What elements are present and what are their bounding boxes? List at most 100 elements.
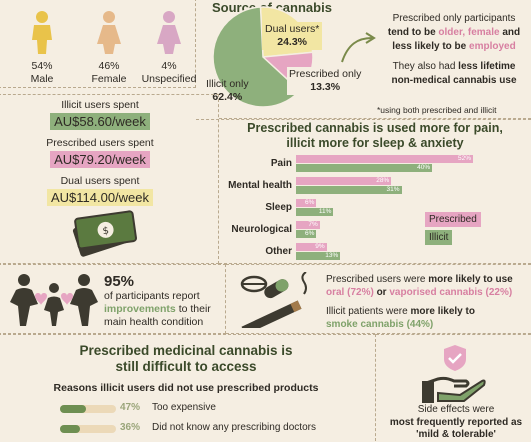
route-line2: oral (72%) or vaporised cannabis (22%) [326,286,513,299]
side-effects-text: Side effects were most frequently report… [380,404,531,442]
note-line2b: older, female [438,27,500,38]
side-effects-line2: most frequently reported as [389,416,523,428]
bar-value-label: 31% [386,186,400,193]
note-line1: Prescribed only participants [392,13,516,24]
chart-title-line1: Prescribed cannabis is used more for pai… [247,121,503,135]
chart-title-line2: illicit more for sleep & anxiety [286,136,464,150]
improve-line2b: to their [175,303,211,315]
improve-text: 95% of participants report improvements … [104,273,211,329]
spend-label: Illicit users spent [61,99,139,111]
spend-amount-pill: AU$58.60/week [0,113,200,131]
improve-line2: improvements to their [104,303,211,316]
demographic-pct: 46% [98,60,120,72]
slice-label-prescribed: Prescribed only 13.3% [287,67,364,95]
bar-value-label: 13% [325,252,339,259]
money-icon: $ [72,210,137,257]
demographic-label: Unspecified [141,73,197,85]
pills-cigarette-icon [240,272,307,328]
source-footnote: *using both prescribed and illicit [377,105,497,115]
route-line1b: more likely to use [428,274,513,285]
reason-bar-track [60,425,116,433]
bar-value-label: 7% [308,221,318,228]
slice-prescribed-pct: 13.3% [310,81,341,93]
reason-pct: 47% [120,402,141,413]
note-line4a: They also had [392,61,459,72]
demographic-label: Female [91,73,127,85]
reason-bar-track [60,405,116,413]
side-effects-line3: 'mild & tolerable' [416,429,496,440]
spend-amount-pill: AU$79.20/week [0,151,200,169]
bar-prescribed [296,177,392,185]
spend-amount-pill: AU$114.00/week [0,189,200,207]
pie-slice [212,6,301,108]
route-line3b: more likely to [410,306,475,317]
note-line4: They also had less lifetime [384,60,524,74]
improve-panel [0,264,226,334]
access-subtitle: Reasons illicit users did not use prescr… [53,382,319,394]
note-line2a: tend to be [387,27,439,38]
spend-amount: AU$114.00/week [46,189,154,206]
bar-category-label: Sleep [265,202,292,213]
access-title: Prescribed medicinal cannabis is still d… [0,343,372,375]
chart-panel [219,118,531,264]
bar-value-label: 6% [305,199,315,206]
bar-prescribed [296,221,320,229]
svg-text:$: $ [102,225,110,237]
source-note: Prescribed only participants tend to be … [384,12,524,88]
person-icon [157,11,181,54]
bar-value-label: 40% [417,164,431,171]
route-line3: Illicit patients were more likely to [326,305,513,318]
route-panel [226,264,531,334]
hand-shield-icon [422,345,486,403]
note-line5: non-medical cannabis use [391,75,517,86]
route-line4: smoke cannabis (44%) [326,319,434,330]
reason-bar-fill [60,425,81,433]
slice-label-dual: Dual users* 24.3% [262,22,323,50]
bar-value-label: 11% [318,208,332,215]
spend-label: Prescribed users spent [46,137,154,149]
improve-line3: main health condition [104,316,204,328]
note-line4b: less lifetime [458,61,516,72]
demographic-pct: 4% [161,60,177,72]
bar-value-label: 52% [457,155,471,162]
route-line2b: or [373,287,390,298]
route-line1a: Prescribed users were [326,274,429,285]
reason-label: Too expensive [152,402,216,413]
access-panel [0,334,376,442]
bar-prescribed [296,243,327,251]
improve-line2a: improvements [104,303,176,315]
slice-dual-pct: 24.3% [277,36,308,48]
bar-category-label: Other [265,246,292,257]
person-icon [32,11,52,54]
bar-illicit [296,252,341,260]
note-line3b: employed [469,41,516,52]
note-line3: less likely to be employed [384,40,524,54]
demographic-pct: 54% [31,60,53,72]
slice-label-illicit: Illicit only 62.4% [206,78,249,104]
route-line1: Prescribed users were more likely to use [326,273,513,286]
slice-illicit-pct: 62.4% [212,91,243,103]
side-effects-panel [376,334,531,442]
demographic-label: Male [30,73,54,85]
bar-illicit [296,230,317,238]
bar-value-label: 6% [305,230,315,237]
route-line2c: vaporised cannabis (22%) [389,287,513,298]
spend-amount: AU$58.60/week [50,113,150,130]
demographics-panel [0,0,196,88]
bar-prescribed [296,199,317,207]
spend-label: Dual users spent [60,175,140,187]
bar-category-label: Mental health [228,180,292,191]
spend-panel [0,94,219,264]
slice-prescribed-label: Prescribed only [289,68,362,80]
note-line2c: and [499,27,521,38]
reason-bar-fill [60,405,87,413]
bar-illicit [296,164,433,172]
bar-category-label: Neurological [231,224,292,235]
bar-category-label: Pain [270,158,292,169]
slice-illicit-label: Illicit only [206,78,249,90]
slice-dual-label: Dual users* [265,23,320,35]
spend-amount: AU$79.20/week [50,151,150,168]
bar-prescribed [296,155,473,163]
note-line3a: less likely to be [392,41,470,52]
reason-label: Did not know any prescribing doctors [152,422,316,433]
